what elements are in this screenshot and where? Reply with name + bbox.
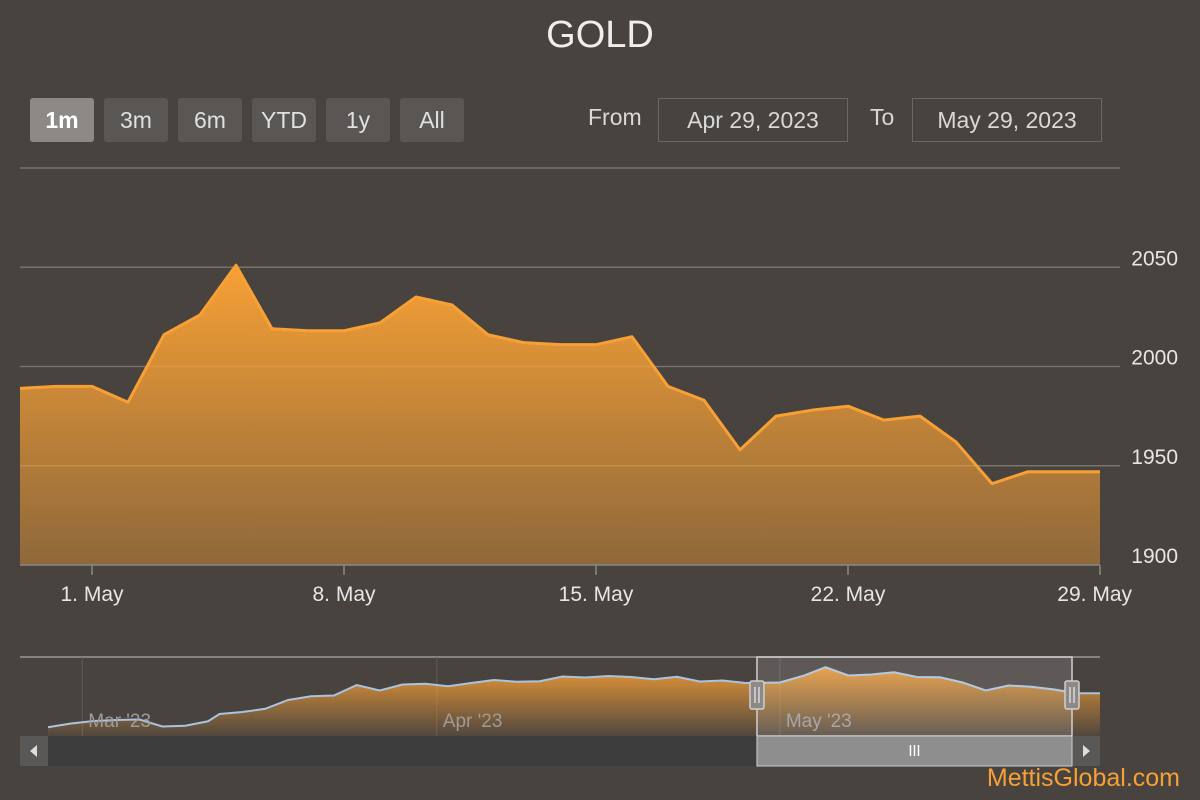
watermark: MettisGlobal.com xyxy=(986,764,1180,792)
from-label: From xyxy=(588,104,642,130)
x-tick-label: 1. May xyxy=(60,583,124,606)
range-button-1m[interactable]: 1m xyxy=(30,98,94,142)
chart-title: GOLD xyxy=(546,14,654,56)
to-label: To xyxy=(870,104,895,130)
range-button-6m[interactable]: 6m xyxy=(178,98,242,142)
range-button-ytd[interactable]: YTD xyxy=(252,98,316,142)
range-button-1y[interactable]: 1y xyxy=(326,98,390,142)
y-tick-label: 2000 xyxy=(1131,347,1178,370)
from-date-input[interactable]: Apr 29, 2023 xyxy=(658,98,848,142)
navigator-area xyxy=(48,667,1100,736)
navigator-selection[interactable] xyxy=(756,656,1073,737)
x-tick-label: 29. May xyxy=(1057,583,1132,606)
y-tick-label: 1900 xyxy=(1131,545,1178,568)
price-area xyxy=(20,265,1100,565)
navigator-left-handle[interactable] xyxy=(749,680,765,710)
arrow-left-icon xyxy=(30,745,37,757)
navigator-right-handle[interactable] xyxy=(1064,680,1080,710)
y-tick-label: 1950 xyxy=(1131,446,1178,469)
range-button-all[interactable]: All xyxy=(400,98,464,142)
price-line xyxy=(19,263,1100,486)
x-tick-label: 8. May xyxy=(312,583,376,606)
arrow-right-icon xyxy=(1083,745,1090,757)
y-tick-label: 2050 xyxy=(1131,247,1178,270)
navigator-label: May '23 xyxy=(786,711,852,732)
range-button-3m[interactable]: 3m xyxy=(104,98,168,142)
navigator-line xyxy=(47,666,1100,729)
navigator-label: Mar '23 xyxy=(88,711,151,732)
x-tick-label: 15. May xyxy=(559,583,634,606)
navigator-label: Apr '23 xyxy=(443,711,503,732)
to-date-input[interactable]: May 29, 2023 xyxy=(912,98,1102,142)
x-tick-label: 22. May xyxy=(811,583,886,606)
